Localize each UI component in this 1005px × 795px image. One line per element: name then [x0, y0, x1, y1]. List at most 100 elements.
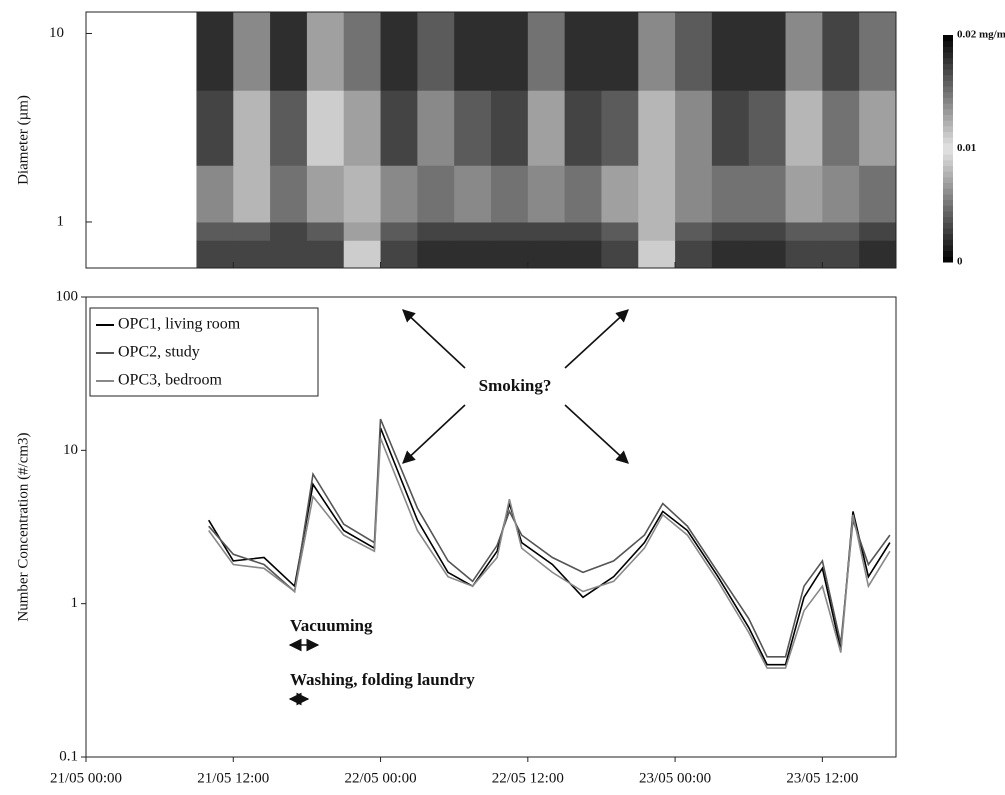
- colorbar-step: [943, 57, 953, 64]
- heatmap-cell: [454, 165, 492, 223]
- heatmap-cell: [343, 221, 382, 241]
- colorbar-step: [943, 193, 953, 201]
- heatmap-cell: [527, 90, 566, 166]
- colorbar-step: [943, 199, 953, 206]
- heatmap-cell: [233, 90, 271, 166]
- heatmap-cell: [601, 90, 639, 166]
- colorbar-step: [943, 244, 953, 252]
- series-line: [208, 418, 891, 658]
- heatmap-cell: [196, 165, 234, 223]
- heatmap-cell: [859, 165, 897, 223]
- colorbar-step: [943, 35, 953, 42]
- heatmap-cell: [233, 240, 271, 269]
- heatmap-cell: [380, 240, 418, 269]
- heatmap-cell: [711, 240, 750, 269]
- colorbar-step: [943, 176, 953, 184]
- colorbar-step: [943, 114, 953, 121]
- colorbar-step: [943, 250, 953, 257]
- legend-label: OPC3, bedroom: [118, 372, 223, 389]
- heatmap-cell: [601, 12, 639, 91]
- heatmap-cell: [638, 12, 676, 91]
- y-tick-label: 1: [71, 595, 79, 611]
- heatmap-cell: [564, 221, 602, 241]
- heatmap-cell: [343, 90, 382, 166]
- heatmap-cell: [564, 240, 602, 269]
- heatmap-cell: [638, 221, 676, 241]
- colorbar-step: [943, 52, 953, 59]
- heatmap-cell: [491, 221, 529, 241]
- colorbar-step: [943, 108, 953, 115]
- heatmap-cell: [527, 221, 566, 241]
- heatmap-cell: [785, 165, 823, 223]
- colorbar-step: [943, 97, 953, 104]
- colorbar-label: 0.02 mg/m³: [957, 29, 1005, 41]
- heatmap-cell: [748, 221, 787, 241]
- heatmap-cell: [417, 221, 455, 241]
- colorbar-step: [943, 210, 953, 218]
- series-line: [208, 437, 891, 669]
- colorbar-step: [943, 205, 953, 212]
- heatmap-cell: [675, 240, 713, 269]
- heatmap-cell: [785, 221, 823, 241]
- heatmap-cell: [306, 221, 345, 241]
- heatmap-cell: [380, 221, 418, 241]
- x-tick-label: 21/05 00:00: [50, 770, 122, 786]
- heatmap-cell: [601, 221, 639, 241]
- colorbar-step: [943, 216, 953, 223]
- colorbar-step: [943, 182, 953, 189]
- heatmap-cell: [748, 240, 787, 269]
- colorbar-step: [943, 63, 953, 70]
- colorbar-step: [943, 46, 953, 53]
- heatmap-cell: [417, 165, 455, 223]
- heatmap-cell: [306, 12, 345, 91]
- heatmap-cell: [564, 165, 602, 223]
- colorbar-step: [943, 137, 953, 144]
- colorbar-step: [943, 80, 953, 87]
- y-tick-label: 10: [63, 442, 78, 458]
- heatmap-cell: [233, 221, 271, 241]
- heatmap-cell: [859, 12, 897, 91]
- heatmap-cell: [491, 90, 529, 166]
- annotation: Vacuuming: [290, 616, 373, 635]
- heatmap-cell: [822, 240, 860, 269]
- heatmap-cell: [675, 221, 713, 241]
- heatmap-cell: [233, 165, 271, 223]
- heatmap-cell: [527, 12, 566, 91]
- heatmap-cell: [601, 240, 639, 269]
- y-axis-label: Number Concentration (#/cm3): [15, 432, 31, 621]
- series-line: [208, 427, 891, 666]
- heatmap-cell: [454, 12, 492, 91]
- heatmap-cell: [711, 221, 750, 241]
- heatmap-cell: [711, 90, 750, 166]
- heatmap-cell: [306, 165, 345, 223]
- heatmap-cell: [454, 90, 492, 166]
- heatmap-cell: [785, 12, 823, 91]
- heatmap-cell: [748, 165, 787, 223]
- heatmap-cell: [196, 221, 234, 241]
- heatmap-cell: [527, 165, 566, 223]
- colorbar-step: [943, 103, 953, 110]
- heatmap-cell: [306, 90, 345, 166]
- heatmap-cell: [638, 165, 676, 223]
- colorbar-step: [943, 233, 953, 240]
- heatmap-cell: [785, 240, 823, 269]
- heatmap-cell: [675, 12, 713, 91]
- heatmap-cell: [491, 240, 529, 269]
- heatmap-cell: [270, 165, 308, 223]
- colorbar-step: [943, 148, 953, 155]
- y-tick-label: 0.1: [59, 748, 78, 764]
- colorbar-step: [943, 40, 953, 47]
- y-axis-label: Diameter (µm): [15, 95, 31, 185]
- colorbar-label: 0: [957, 256, 963, 268]
- colorbar-step: [943, 125, 953, 132]
- heatmap-cell: [822, 165, 860, 223]
- y-tick-label: 100: [56, 288, 79, 304]
- heatmap-cell: [454, 240, 492, 269]
- heatmap-cell: [196, 240, 234, 269]
- colorbar-step: [943, 171, 953, 178]
- heatmap-cell: [454, 221, 492, 241]
- colorbar-step: [943, 86, 953, 93]
- colorbar-step: [943, 227, 953, 235]
- colorbar-step: [943, 256, 953, 263]
